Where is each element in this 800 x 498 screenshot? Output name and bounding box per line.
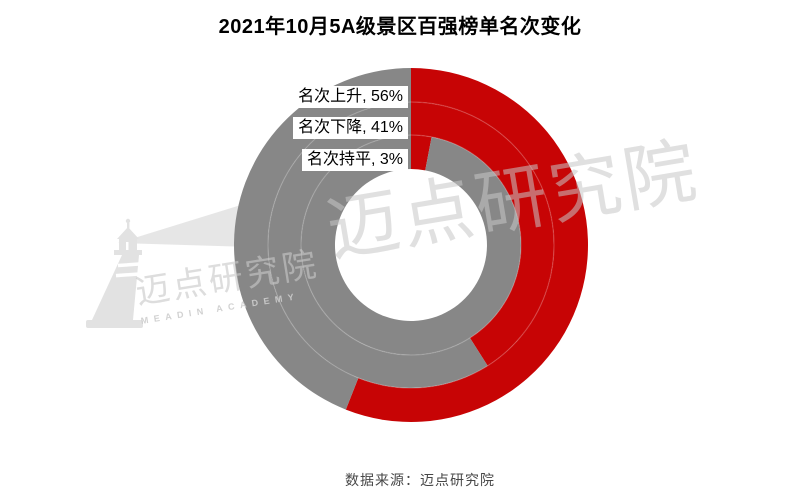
lighthouse-roof (117, 227, 139, 239)
data-source-note: 数据来源：迈点研究院 (345, 472, 495, 488)
lantern-window (126, 242, 129, 250)
lighthouse-finial (125, 218, 131, 224)
label-rank-down: 名次下降, 41% (293, 117, 408, 139)
ring-separator (267, 101, 555, 389)
donut-segment (345, 68, 588, 422)
ring-separator (300, 134, 522, 356)
lighthouse-mast (127, 223, 130, 230)
donut-segment (233, 68, 411, 410)
lighthouse-base (86, 320, 143, 328)
donut-segment (411, 102, 554, 366)
beam-shape (118, 200, 257, 247)
lighthouse-gallery (114, 250, 142, 255)
donut-segment (411, 135, 432, 171)
lighthouse-tower (92, 255, 139, 320)
tower-stripe (117, 262, 142, 268)
donut-segment (300, 135, 521, 355)
donut-segment (267, 102, 488, 388)
label-rank-up: 名次上升, 56% (293, 86, 408, 108)
chart-title: 2021年10月5A级景区百强榜单名次变化 (218, 16, 582, 38)
label-rank-flat: 名次持平, 3% (301, 149, 408, 171)
tower-stripe (115, 272, 142, 278)
